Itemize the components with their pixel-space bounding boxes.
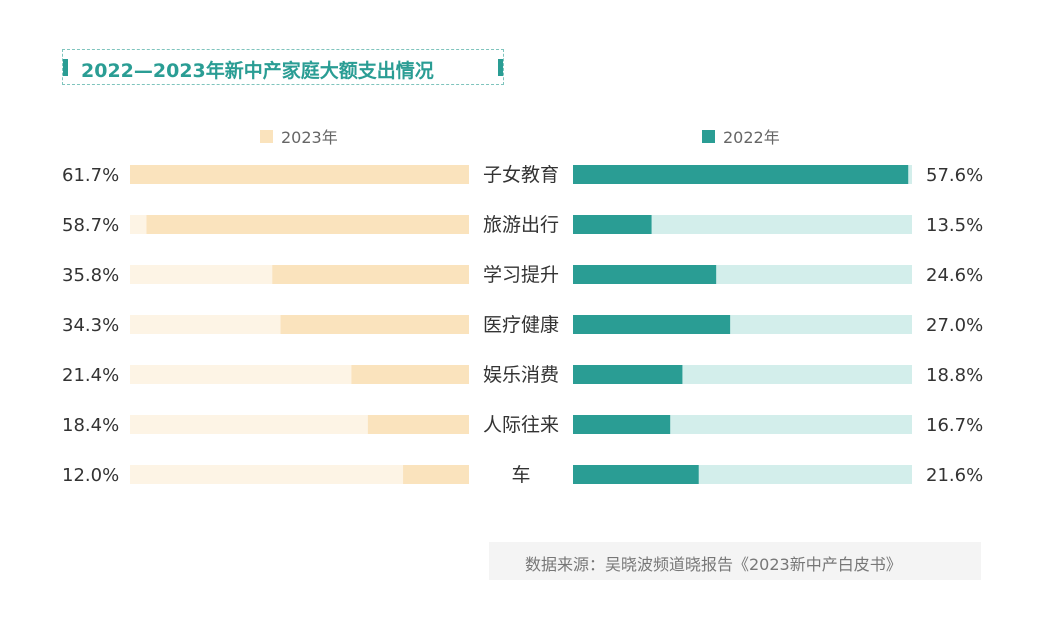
chart-title: 2022—2023年新中产家庭大额支出情况 [81,60,434,82]
source-box: 数据来源：吴晓波频道晓报告《2023新中产白皮书》 [489,542,981,580]
bar-2022 [573,215,652,234]
title-accent-bar-left [63,59,68,76]
legend-label-2023: 2023年 [281,128,338,147]
bar-2022 [573,165,909,184]
value-label-2022: 13.5% [926,215,983,236]
category-label: 旅游出行 [483,214,559,236]
bar-2023 [351,365,469,384]
category-label: 车 [511,464,530,486]
value-label-2023: 18.4% [62,415,119,436]
value-label-2023: 35.8% [62,265,119,286]
value-label-2023: 61.7% [62,165,119,186]
bar-2023 [403,465,469,484]
bar-track-2023 [130,465,469,484]
butterfly-bar-chart: 61.7% 57.6% 子女教育 58.7% 13.5% 旅游出行 35.8% 24.6% 学习… [62,164,983,486]
bar-2022 [573,415,671,434]
value-label-2023: 21.4% [62,365,119,386]
value-label-2022: 18.8% [926,365,983,386]
value-label-2022: 27.0% [926,315,983,336]
bar-2023 [367,415,469,434]
bar-track-2022 [573,215,912,234]
value-label-2023: 58.7% [62,215,119,236]
category-label: 子女教育 [483,164,559,186]
bar-2023 [146,215,470,234]
bar-2022 [573,465,699,484]
category-label: 学习提升 [483,264,559,286]
category-label: 人际往来 [483,414,559,436]
chart-title-box: 2022—2023年新中产家庭大额支出情况 [62,49,504,85]
bar-2023 [130,165,469,184]
bar-2023 [272,265,469,284]
value-label-2023: 12.0% [62,465,119,486]
legend-label-2022: 2022年 [723,128,780,147]
value-label-2022: 57.6% [926,165,983,186]
bar-2022 [573,365,683,384]
title-accent-bar-right [498,59,503,76]
value-label-2022: 21.6% [926,465,983,486]
category-label: 医疗健康 [483,314,559,336]
legend-swatch-2023 [260,129,273,143]
legend-item-2022: 2022年 [702,124,780,148]
bar-2023 [280,315,469,334]
bar-2022 [573,315,731,334]
value-label-2022: 24.6% [926,265,983,286]
category-label: 娱乐消费 [483,364,559,386]
value-label-2022: 16.7% [926,415,983,436]
legend-swatch-2022 [702,129,715,143]
bar-2022 [573,265,717,284]
legend-item-2023: 2023年 [260,124,338,148]
source-note: 数据来源：吴晓波频道晓报告《2023新中产白皮书》 [525,555,902,574]
value-label-2023: 34.3% [62,315,119,336]
